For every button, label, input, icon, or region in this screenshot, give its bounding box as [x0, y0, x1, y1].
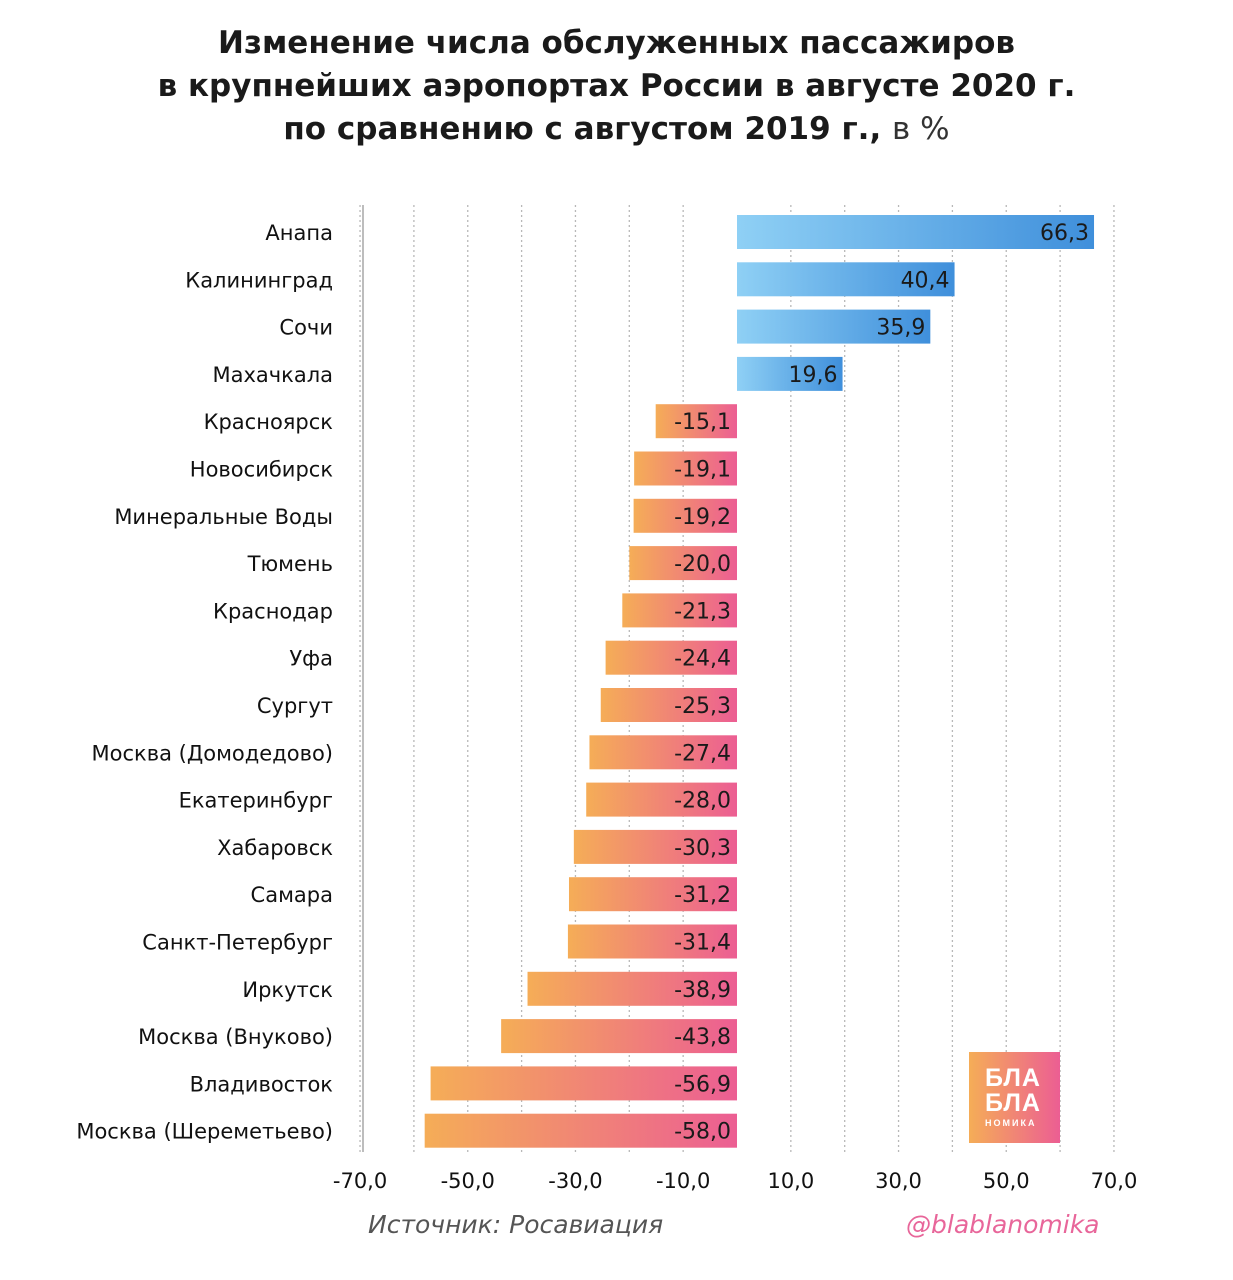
bar [527, 971, 737, 1006]
bar [634, 451, 737, 486]
category-label: Самара [251, 883, 333, 907]
bar [573, 829, 737, 864]
bar [737, 262, 955, 297]
data-label: -21,3 [674, 599, 731, 624]
bar [589, 735, 737, 770]
bar [567, 924, 737, 959]
bar [430, 1066, 737, 1101]
x-tick-label: -10,0 [656, 1169, 710, 1193]
x-tick-label: 30,0 [875, 1169, 922, 1193]
bar [600, 688, 737, 722]
data-label: -56,9 [674, 1072, 731, 1097]
data-label: -27,4 [674, 741, 731, 766]
category-label: Владивосток [190, 1072, 333, 1096]
category-label: Калининград [185, 268, 333, 292]
category-labels: Анапа Калининград Сочи Махачкала Красноярск Н… [76, 221, 333, 1144]
bar [586, 782, 737, 817]
category-label: Москва (Внуково) [138, 1025, 333, 1049]
category-label: Москва (Домодедово) [92, 741, 333, 765]
title-line-2: в крупнейших аэропортах России в августе… [157, 68, 1076, 104]
title-line-3: по сравнению с августом 2019 г., в % [0, 108, 1233, 151]
data-label: -19,2 [674, 505, 731, 530]
category-label: Сочи [279, 316, 333, 340]
data-label: -43,8 [674, 1025, 731, 1050]
data-label: -24,4 [674, 647, 731, 672]
grid-lines [359, 205, 1115, 1152]
source-note: Источник: Росавиация [368, 1210, 664, 1239]
x-tick-label: -50,0 [441, 1169, 495, 1193]
data-label: -25,3 [674, 694, 731, 719]
data-label: -15,1 [674, 410, 731, 435]
bars: 66,3 40,4 35,9 19,6 -15,1 -19,1 -19,2 -20,0 -21,… [424, 215, 1095, 1148]
bar [737, 215, 1095, 249]
category-label: Махачкала [212, 363, 333, 387]
category-label: Новосибирск [190, 458, 333, 482]
title-line-1: Изменение числа обслуженных пассажиров [218, 25, 1015, 61]
bar [622, 593, 737, 628]
bar [737, 309, 931, 344]
category-label: Минеральные Воды [114, 505, 333, 529]
x-tick-label: 50,0 [983, 1169, 1030, 1193]
title-unit: в % [892, 111, 950, 147]
bar [737, 356, 843, 391]
category-label: Москва (Шереметьево) [76, 1120, 333, 1144]
logo-line-1: БЛА [985, 1064, 1041, 1092]
x-tick-label: 10,0 [767, 1169, 814, 1193]
data-label: 40,4 [901, 268, 950, 293]
category-label: Иркутск [242, 978, 333, 1002]
bar [424, 1113, 737, 1148]
title-line-3-text: по сравнению с августом 2019 г., [283, 111, 882, 147]
category-label: Красноярск [204, 410, 333, 434]
chart-title: Изменение числа обслуженных пассажиров в… [0, 22, 1233, 151]
category-label: Анапа [265, 221, 333, 245]
logo-line-3: НОМИКА [985, 1118, 1037, 1128]
category-label: Хабаровск [217, 836, 333, 860]
data-label: 19,6 [789, 363, 838, 388]
data-label: -31,4 [674, 931, 731, 956]
category-label: Уфа [289, 647, 333, 671]
data-label: -19,1 [674, 458, 731, 483]
data-label: -28,0 [674, 789, 731, 814]
category-label: Тюмень [247, 552, 333, 576]
data-label: 66,3 [1040, 221, 1089, 246]
blablanomika-logo: БЛА БЛА НОМИКА [969, 1052, 1060, 1143]
bar [568, 877, 737, 912]
data-label: -38,9 [674, 978, 731, 1003]
author-handle[interactable]: @blablanomika [906, 1210, 1100, 1239]
category-label: Санкт-Петербург [142, 931, 333, 955]
data-label: 35,9 [876, 316, 925, 341]
data-label: -20,0 [674, 552, 731, 577]
logo-line-2: БЛА [985, 1089, 1041, 1117]
bar [501, 1019, 737, 1054]
bar [629, 546, 737, 581]
x-tick-labels: -70,0 -50,0 -30,0 -10,0 10,0 30,0 50,0 70,0 [333, 1169, 1137, 1193]
bar [655, 404, 737, 439]
category-label: Екатеринбург [179, 789, 333, 813]
data-label: -58,0 [674, 1120, 731, 1145]
category-label: Краснодар [213, 599, 333, 623]
category-label: Сургут [257, 694, 333, 718]
bar [605, 640, 737, 675]
x-tick-label: -70,0 [333, 1169, 387, 1193]
x-tick-label: 70,0 [1091, 1169, 1138, 1193]
data-label: -31,2 [674, 883, 731, 908]
data-label: -30,3 [674, 836, 731, 861]
bar [633, 498, 737, 533]
x-tick-label: -30,0 [548, 1169, 602, 1193]
